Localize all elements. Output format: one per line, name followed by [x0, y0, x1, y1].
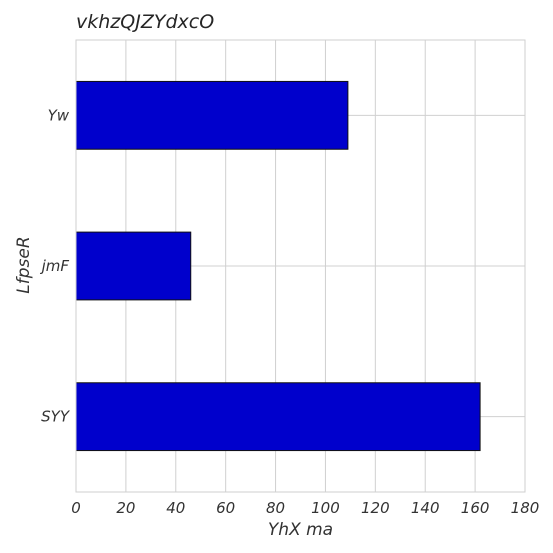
- x-tick-label: 160: [461, 499, 490, 517]
- x-tick-label: 140: [411, 499, 440, 517]
- x-tick-label: 180: [511, 499, 540, 517]
- x-axis-label: YhX ma: [268, 520, 333, 540]
- x-tick-label: 20: [116, 499, 135, 517]
- x-tick-label: 0: [71, 499, 81, 517]
- y-tick-label: SYY: [41, 408, 71, 426]
- x-tick-label: 100: [311, 499, 340, 517]
- bar-syy: [75, 382, 481, 452]
- x-tick-label: 40: [166, 499, 185, 517]
- bar-jmf: [75, 231, 192, 301]
- bars: [75, 80, 481, 452]
- x-tick-label: 80: [266, 499, 285, 517]
- y-tick-label: Yw: [48, 106, 70, 124]
- y-tick-labels: Yw jmF SYY: [40, 106, 71, 425]
- plot-frame: [75, 39, 526, 493]
- y-axis-label: LfpseR: [14, 236, 34, 293]
- x-tick-label: 120: [361, 499, 390, 517]
- x-tick-labels: 0 20 40 60 80 100 120 140 160 180: [71, 499, 539, 517]
- x-tick-label: 60: [216, 499, 235, 517]
- bar-yw: [75, 80, 349, 150]
- chart-title: vkhzQJZYdxcO: [76, 11, 214, 33]
- y-tick-label: jmF: [40, 257, 70, 275]
